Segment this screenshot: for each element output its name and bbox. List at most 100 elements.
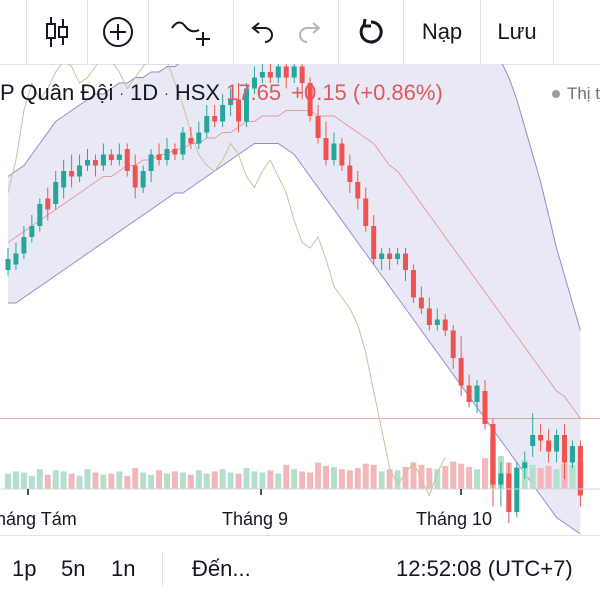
- market-status-label: Thị t: [566, 84, 600, 103]
- legend-dot: ·: [164, 85, 169, 101]
- candle-body: [37, 204, 43, 226]
- candle-body: [458, 358, 464, 386]
- undo-icon[interactable]: [240, 0, 284, 64]
- volume-bar: [164, 473, 170, 489]
- add-circle-icon: [103, 17, 133, 47]
- save-button[interactable]: Lưu: [481, 0, 553, 64]
- goto-date-button[interactable]: Đến...: [192, 555, 251, 581]
- volume-bar: [219, 469, 226, 489]
- add-indicator-icon[interactable]: [88, 0, 148, 64]
- candle-body: [474, 385, 480, 402]
- candle-body: [132, 165, 138, 188]
- x-tick-label: Tháng 10: [416, 509, 492, 529]
- x-tick-label: háng Tám: [0, 509, 77, 529]
- candle-body: [116, 154, 122, 160]
- candle-body: [77, 165, 83, 177]
- bottom-separator: [162, 552, 163, 586]
- candle-body: [148, 154, 154, 171]
- add-drawing-icon[interactable]: [149, 0, 233, 64]
- toolbar-separator: [26, 0, 27, 64]
- range-5n-button[interactable]: 5n: [61, 555, 86, 581]
- candle-body: [45, 198, 51, 210]
- volume-bar: [171, 471, 178, 489]
- toolbar-separator: [233, 0, 234, 64]
- range-1p-button[interactable]: 1p: [12, 555, 37, 581]
- volume-bar: [108, 473, 115, 489]
- candle-body: [212, 116, 218, 122]
- candle-body: [291, 66, 297, 78]
- candle-body: [172, 149, 178, 155]
- volume-bar: [569, 464, 576, 489]
- volume-bar: [323, 465, 329, 489]
- volume-bar: [330, 467, 337, 489]
- volume-bar: [5, 473, 11, 489]
- candle-body: [538, 435, 544, 441]
- candles-layer: [5, 64, 583, 523]
- candle-body: [92, 160, 98, 166]
- candle-body: [61, 171, 67, 188]
- candle-body: [108, 154, 114, 160]
- price-chart[interactable]: háng Tám Tháng 9 Tháng 10: [0, 64, 600, 534]
- candle-body: [554, 435, 560, 452]
- reload-icon[interactable]: [339, 0, 403, 64]
- volume-bar: [211, 471, 218, 489]
- bollinger-upper-line: [7, 64, 581, 331]
- candle-body: [299, 66, 305, 83]
- volume-bar: [299, 471, 306, 489]
- candle-body: [21, 237, 27, 254]
- candlestick-icon-svg: [46, 17, 68, 47]
- volume-bar: [84, 469, 91, 489]
- deposit-button[interactable]: Nạp: [404, 0, 480, 64]
- lagging-line-layer: [7, 64, 446, 497]
- candle-body: [546, 440, 552, 452]
- candle-body: [347, 165, 353, 182]
- volume-bar: [28, 475, 35, 489]
- candle-body: [323, 138, 329, 160]
- candle-body: [410, 270, 416, 298]
- volume-bar: [307, 472, 314, 489]
- volume-bar: [92, 472, 99, 489]
- candle-body: [522, 462, 528, 468]
- toolbar-separator: [338, 0, 339, 64]
- time-axis: háng Tám Tháng 9 Tháng 10: [0, 488, 600, 529]
- candle-body: [395, 253, 401, 259]
- candlestick-icon[interactable]: [27, 0, 87, 64]
- redo-icon[interactable]: [288, 0, 332, 64]
- lagging-span-line: [7, 64, 446, 497]
- volume-bar: [243, 468, 250, 489]
- candle-body: [85, 160, 90, 166]
- volume-bar: [545, 465, 552, 489]
- toolbar-separator: [553, 0, 554, 64]
- price-change: +0.15 (+0.86%): [291, 80, 443, 105]
- candle-body: [180, 132, 186, 155]
- volume-bar: [195, 470, 202, 489]
- volume-bar: [259, 472, 266, 489]
- volume-bar: [227, 472, 234, 489]
- candle-body: [506, 473, 512, 512]
- symbol-legend: P Quân Đội · 1D · HSX 17.65 +0.15 (+0.86…: [0, 78, 600, 108]
- toolbar-separator: [148, 0, 149, 64]
- candle-body: [196, 132, 202, 144]
- candle-body: [331, 143, 337, 160]
- interval-label[interactable]: 1D: [130, 80, 159, 105]
- x-tick-label: Tháng 9: [222, 509, 288, 529]
- toolbar-overflow[interactable]: [0, 0, 26, 64]
- candle-body: [259, 72, 265, 78]
- volume-bar: [20, 472, 27, 489]
- symbol-name[interactable]: P Quân Đội: [0, 80, 114, 105]
- volume-bar: [156, 470, 163, 489]
- volume-bar: [458, 463, 465, 489]
- volume-bar: [68, 473, 75, 489]
- volume-bar: [442, 465, 449, 489]
- volume-bar: [291, 469, 298, 489]
- candle-body: [514, 468, 520, 512]
- candle-body: [418, 297, 424, 309]
- range-1n-button[interactable]: 1n: [111, 555, 136, 581]
- candle-body: [124, 149, 130, 171]
- candle-body: [371, 226, 377, 259]
- candle-body: [482, 391, 488, 424]
- clock-timezone[interactable]: 12:52:08 (UTC+7): [396, 555, 573, 581]
- volume-bar: [116, 471, 123, 489]
- volume-bar: [251, 471, 258, 489]
- candle-body: [164, 149, 170, 160]
